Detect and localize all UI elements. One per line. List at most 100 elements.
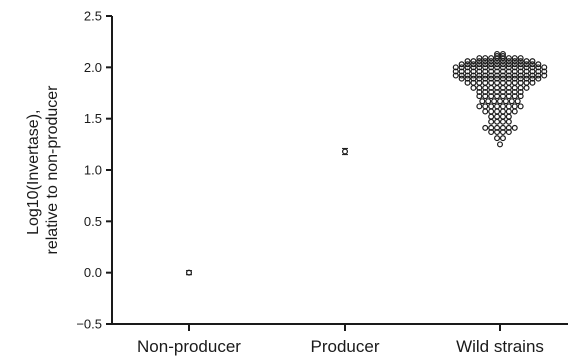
data-point (476, 64, 483, 71)
data-point (488, 72, 495, 79)
data-point (499, 68, 506, 75)
data-point (482, 108, 489, 115)
data-point (488, 113, 495, 120)
data-point (476, 103, 483, 110)
data-point (517, 103, 524, 110)
data-point (517, 88, 524, 95)
data-point (458, 75, 465, 82)
data-point (470, 84, 477, 91)
data-point (470, 58, 477, 65)
data-point (511, 103, 518, 110)
data-point (494, 93, 501, 100)
data-point (494, 58, 501, 65)
data-point (499, 113, 506, 120)
data-point (482, 64, 489, 71)
data-point (482, 75, 489, 82)
data-point (482, 103, 489, 110)
data-point (511, 72, 518, 79)
data-point (494, 50, 501, 57)
data-point (499, 55, 506, 62)
data-point (458, 72, 465, 79)
data-point (523, 84, 530, 91)
data-point (464, 68, 471, 75)
data-point (452, 72, 459, 79)
data-point (523, 64, 530, 71)
data-point (523, 75, 530, 82)
data-point (470, 75, 477, 82)
data-point (517, 93, 524, 100)
data-point (505, 93, 512, 100)
data-point (511, 58, 518, 65)
data-point (505, 72, 512, 79)
data-point (464, 79, 471, 86)
data-point (499, 124, 506, 131)
data-point (499, 88, 506, 95)
data-point (494, 64, 501, 71)
data-point (488, 61, 495, 68)
data-point (464, 64, 471, 71)
y-axis-title-line-1: Log10(Invertase), (25, 110, 42, 235)
y-axis-title: Log10(Invertase), relative to non-produc… (25, 85, 61, 255)
data-point (499, 64, 506, 71)
data-point (494, 135, 501, 142)
x-axis-ticks: Non-producer Producer Wild strains (137, 324, 544, 356)
data-point (482, 55, 489, 62)
data-point (491, 98, 498, 105)
data-point (499, 50, 506, 57)
data-point (508, 98, 515, 105)
x-category-label: Non-producer (137, 337, 241, 356)
data-points (186, 50, 548, 276)
y-axis-ticks: −0.5 0.0 0.5 1.0 1.5 2.0 2.5 (76, 9, 112, 332)
data-point (517, 64, 524, 71)
data-point (541, 68, 548, 75)
data-point (488, 64, 495, 71)
data-point (511, 84, 518, 91)
data-point (535, 61, 542, 68)
data-point (488, 75, 495, 82)
data-point (535, 75, 542, 82)
data-point (458, 68, 465, 75)
data-point (482, 93, 489, 100)
data-point (476, 84, 483, 91)
data-point (482, 58, 489, 65)
data-point (464, 72, 471, 79)
data-point (535, 72, 542, 79)
data-point (494, 113, 501, 120)
data-point (452, 64, 459, 71)
y-tick-label: 1.0 (84, 163, 102, 178)
data-point (511, 108, 518, 115)
data-point (529, 68, 536, 75)
data-point (505, 108, 512, 115)
data-point (488, 103, 495, 110)
data-point (529, 58, 536, 65)
data-point (529, 61, 536, 68)
data-point (505, 84, 512, 91)
data-point (505, 55, 512, 62)
data-point (476, 88, 483, 95)
data-point (517, 68, 524, 75)
data-point (523, 68, 530, 75)
data-point (505, 118, 512, 125)
data-point (464, 75, 471, 82)
data-point (476, 55, 483, 62)
y-tick-label: 2.5 (84, 9, 102, 24)
data-point (511, 55, 518, 62)
data-point (494, 103, 501, 110)
data-point (517, 72, 524, 79)
data-point (494, 88, 501, 95)
data-point (494, 129, 501, 136)
data-point (494, 75, 501, 82)
data-point (511, 64, 518, 71)
data-point (529, 72, 536, 79)
data-point (499, 103, 506, 110)
data-point (494, 72, 501, 79)
data-point (494, 55, 501, 62)
data-point (541, 64, 548, 71)
y-tick-label: −0.5 (76, 317, 102, 332)
data-point (505, 58, 512, 65)
data-point (523, 58, 530, 65)
data-point (494, 124, 501, 131)
data-point (482, 68, 489, 75)
y-tick-label: 0.0 (84, 265, 102, 280)
data-point (499, 84, 506, 91)
